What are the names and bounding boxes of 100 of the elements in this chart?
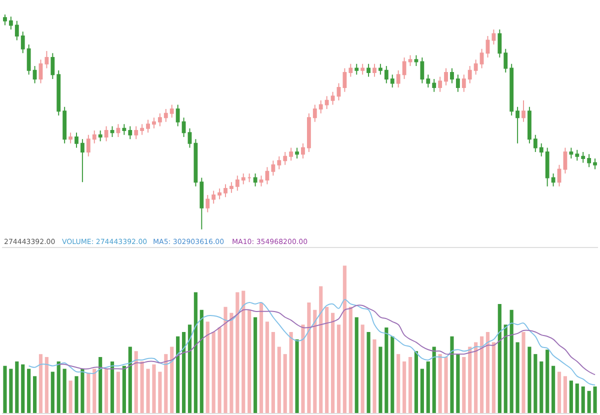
candlestick bbox=[306, 112, 311, 153]
candlestick bbox=[575, 149, 580, 162]
candlestick bbox=[104, 126, 108, 142]
bar bbox=[200, 310, 204, 413]
candlestick bbox=[277, 156, 282, 170]
bar bbox=[289, 332, 293, 413]
candlestick bbox=[158, 112, 162, 127]
candlestick bbox=[235, 175, 240, 192]
candlestick bbox=[188, 128, 192, 148]
candlestick bbox=[301, 142, 305, 159]
bar bbox=[396, 354, 400, 413]
candlestick bbox=[32, 66, 37, 84]
candlestick bbox=[146, 119, 150, 134]
candlestick bbox=[330, 91, 335, 106]
bar bbox=[98, 357, 102, 413]
candlestick bbox=[92, 130, 96, 144]
candlestick bbox=[152, 117, 156, 129]
bar bbox=[593, 386, 597, 413]
candlestick bbox=[426, 74, 430, 88]
candlestick bbox=[80, 138, 84, 183]
bar bbox=[372, 339, 376, 413]
bar bbox=[450, 336, 454, 413]
bar bbox=[38, 354, 43, 413]
bar bbox=[86, 373, 90, 413]
candlestick bbox=[134, 126, 138, 140]
candlestick bbox=[312, 104, 317, 122]
candlestick bbox=[587, 154, 592, 168]
candlestick bbox=[516, 106, 520, 144]
candlestick bbox=[354, 63, 359, 76]
bar bbox=[277, 346, 281, 413]
candlestick bbox=[533, 134, 538, 153]
bar bbox=[134, 351, 138, 413]
candlestick bbox=[486, 35, 490, 58]
candlestick bbox=[510, 63, 514, 116]
candlestick bbox=[241, 173, 246, 185]
bar bbox=[444, 357, 448, 413]
bar bbox=[557, 372, 562, 413]
candlestick bbox=[283, 152, 288, 166]
bar bbox=[146, 368, 150, 413]
bar bbox=[254, 317, 258, 413]
bar bbox=[188, 324, 192, 413]
bar bbox=[15, 361, 19, 413]
bar bbox=[104, 368, 108, 413]
bar bbox=[569, 380, 573, 413]
candlestick bbox=[259, 175, 264, 187]
bar bbox=[32, 376, 37, 413]
bar bbox=[510, 310, 514, 413]
candlestick bbox=[122, 124, 126, 136]
candlestick bbox=[86, 134, 90, 157]
bar bbox=[9, 368, 13, 413]
bar bbox=[414, 351, 418, 413]
candlestick bbox=[170, 104, 174, 118]
bar bbox=[62, 368, 66, 413]
bar bbox=[420, 368, 424, 413]
bar bbox=[295, 339, 299, 413]
candlestick bbox=[14, 20, 19, 41]
bar bbox=[498, 304, 502, 413]
candlestick bbox=[474, 59, 478, 76]
candlestick bbox=[581, 152, 586, 164]
bar bbox=[21, 364, 25, 413]
candlestick bbox=[444, 68, 448, 86]
candlestick bbox=[140, 124, 144, 136]
bar bbox=[116, 372, 120, 413]
candlestick bbox=[224, 184, 228, 198]
bar bbox=[426, 361, 430, 413]
candlestick bbox=[98, 130, 102, 142]
candlestick bbox=[68, 132, 72, 144]
candlestick bbox=[74, 132, 78, 148]
candlestick bbox=[194, 138, 198, 187]
candlestick bbox=[522, 100, 526, 122]
bar bbox=[492, 342, 496, 413]
bar bbox=[468, 346, 472, 413]
bar bbox=[563, 376, 568, 413]
bar bbox=[462, 357, 466, 413]
bar bbox=[271, 332, 275, 413]
bar bbox=[366, 332, 370, 413]
bar bbox=[575, 384, 579, 413]
bar bbox=[313, 310, 317, 413]
candlestick bbox=[62, 106, 67, 144]
bar bbox=[212, 332, 216, 413]
bar bbox=[319, 286, 323, 413]
candlestick bbox=[569, 147, 574, 159]
candlestick bbox=[468, 66, 472, 84]
bar bbox=[432, 346, 436, 413]
bar bbox=[164, 354, 168, 413]
bar bbox=[587, 390, 591, 413]
bar bbox=[301, 324, 305, 413]
bar bbox=[546, 350, 550, 413]
candlestick bbox=[176, 104, 180, 127]
candlestick bbox=[504, 48, 508, 73]
candlestick bbox=[450, 68, 454, 84]
candlestick bbox=[420, 56, 424, 84]
bar bbox=[218, 328, 222, 413]
candlestick bbox=[528, 106, 532, 144]
bar bbox=[456, 354, 460, 413]
candlestick bbox=[3, 14, 7, 26]
candlestick bbox=[498, 29, 502, 58]
candlestick bbox=[230, 182, 234, 194]
bar bbox=[522, 332, 526, 413]
candlestick bbox=[265, 166, 270, 185]
